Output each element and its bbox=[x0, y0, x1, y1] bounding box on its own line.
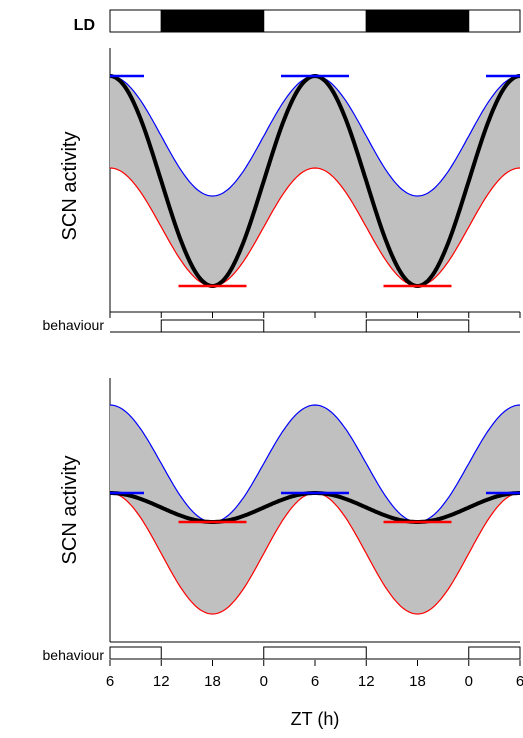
behaviour-active-block bbox=[109, 646, 162, 660]
ld-segment-dark bbox=[160, 9, 265, 33]
bottom-plot-area bbox=[109, 378, 521, 643]
x-tick-label: 12 bbox=[153, 673, 170, 690]
ld-label: LD bbox=[74, 17, 95, 34]
behaviour-active-block bbox=[468, 646, 521, 660]
top-behaviour-bar bbox=[110, 319, 520, 333]
activity-range-fill bbox=[110, 76, 520, 286]
upper-envelope-line bbox=[109, 404, 521, 523]
top-behaviour-label: behaviour bbox=[43, 317, 105, 333]
x-tick-label: 6 bbox=[311, 673, 319, 690]
lower-envelope-line bbox=[109, 167, 521, 287]
panel-bottom: SCN activity bbox=[59, 378, 521, 643]
behaviour-active-block bbox=[263, 646, 367, 660]
bottom-behaviour-label: behaviour bbox=[43, 647, 105, 663]
ld-segment-dark bbox=[365, 9, 470, 33]
bottom-behaviour-bar bbox=[109, 646, 521, 660]
x-tick-label: 6 bbox=[106, 673, 114, 690]
panel-top: SCN activity bbox=[59, 48, 521, 313]
x-tick-label: 12 bbox=[358, 673, 375, 690]
x-tick-label: 6 bbox=[516, 673, 523, 690]
ld-segment-light bbox=[263, 9, 367, 33]
activity-range-fill bbox=[110, 405, 520, 614]
x-tick-label: 18 bbox=[204, 673, 221, 690]
x-tick-label: 0 bbox=[260, 673, 268, 690]
behaviour-active-block bbox=[365, 319, 470, 333]
ld-segment-light bbox=[109, 9, 162, 33]
x-axis: 6 12 18 0 6 12 18 0 6 bbox=[106, 312, 523, 690]
top-plot-area bbox=[109, 48, 521, 313]
bottom-y-axis-label: SCN activity bbox=[59, 456, 81, 565]
behaviour-active-block bbox=[160, 319, 265, 333]
top-y-axis-label: SCN activity bbox=[59, 132, 81, 241]
ld-segment-light bbox=[468, 9, 521, 33]
ld-bar bbox=[109, 9, 521, 33]
x-tick-label: 18 bbox=[409, 673, 426, 690]
x-tick-label: 0 bbox=[465, 673, 473, 690]
x-axis-title: ZT (h) bbox=[291, 709, 340, 729]
